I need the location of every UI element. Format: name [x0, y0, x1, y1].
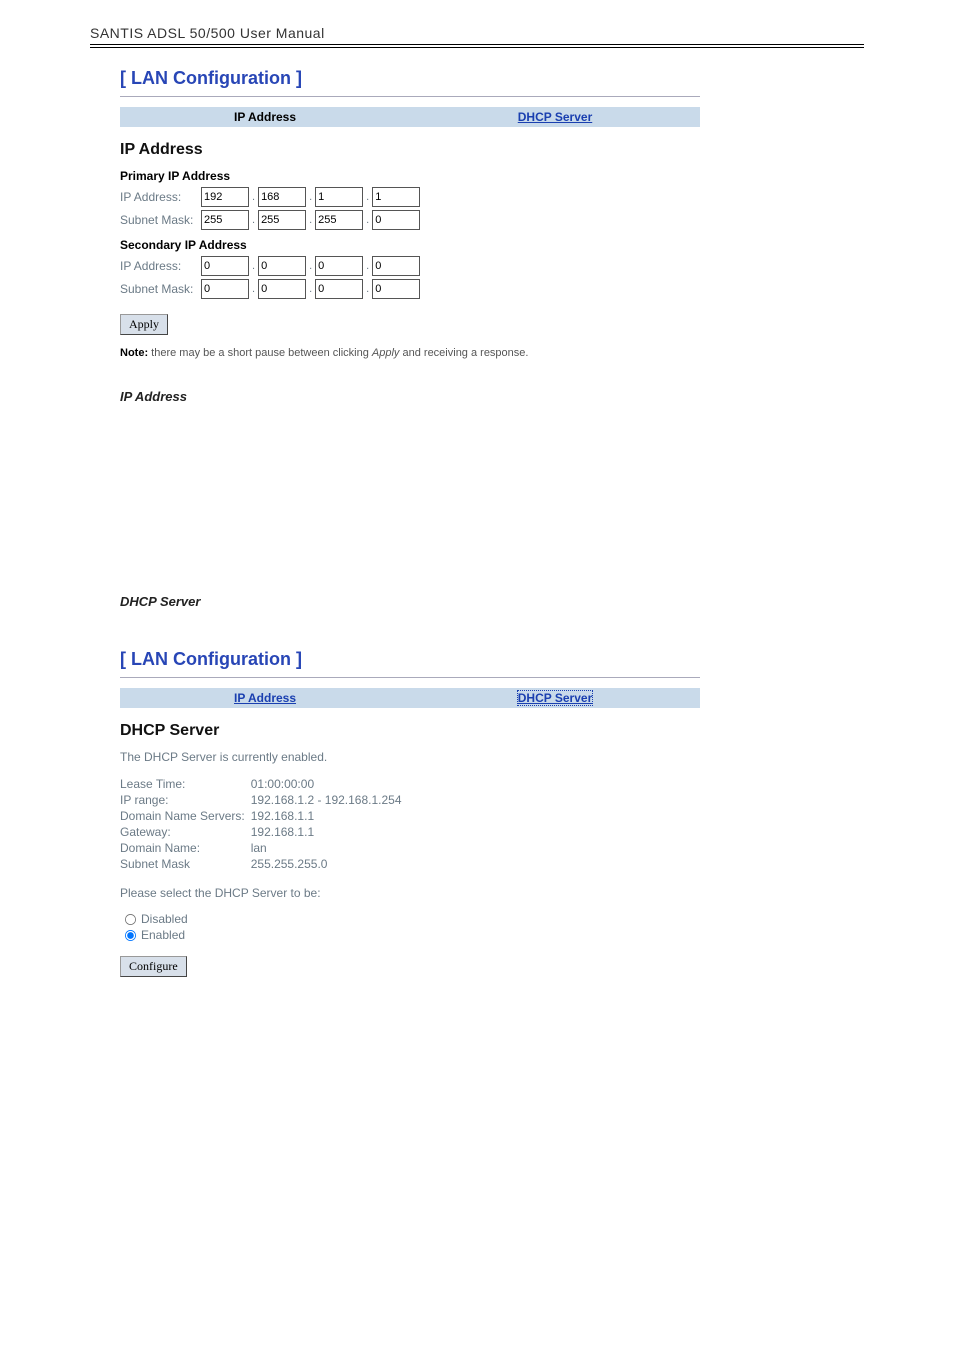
apply-button[interactable]: Apply	[120, 314, 168, 335]
secondary-ip-row: IP Address: . . .	[120, 256, 864, 276]
title-divider	[120, 96, 700, 97]
table-row: Domain Name Servers:192.168.1.1	[120, 808, 408, 824]
lan-config-title: [ LAN Configuration ]	[120, 68, 864, 93]
tab-dhcp-server[interactable]: DHCP Server	[410, 107, 700, 127]
primary-mask-oct1[interactable]	[201, 210, 249, 230]
primary-ip-oct3[interactable]	[315, 187, 363, 207]
configure-button[interactable]: Configure	[120, 956, 187, 977]
secondary-mask-row: Subnet Mask: . . .	[120, 279, 864, 299]
secondary-ip-oct2[interactable]	[258, 256, 306, 276]
label-mask: Subnet Mask:	[120, 213, 200, 227]
primary-ip-oct4[interactable]	[372, 187, 420, 207]
table-row: IP range:192.168.1.2 - 192.168.1.254	[120, 792, 408, 808]
radio-enabled[interactable]	[125, 929, 136, 940]
doc-heading-dhcp: DHCP Server	[120, 594, 864, 609]
dhcp-status: The DHCP Server is currently enabled.	[120, 750, 864, 764]
primary-mask-oct4[interactable]	[372, 210, 420, 230]
kv-val: 192.168.1.1	[251, 808, 408, 824]
tab-row-2: IP Address DHCP Server	[120, 688, 700, 708]
screenshot-dhcp: [ LAN Configuration ] IP Address DHCP Se…	[120, 649, 864, 977]
kv-val: 01:00:00:00	[251, 776, 408, 792]
kv-key: Domain Name:	[120, 840, 251, 856]
kv-key: Subnet Mask	[120, 856, 251, 872]
kv-key: IP range:	[120, 792, 251, 808]
kv-val: 192.168.1.2 - 192.168.1.254	[251, 792, 408, 808]
note-italic: Apply	[372, 347, 400, 359]
doc-heading-ip: IP Address	[120, 389, 864, 404]
section-ip-address: IP Address	[120, 141, 864, 159]
lan-config-title-2: [ LAN Configuration ]	[120, 649, 864, 674]
tab-dhcp-server-2[interactable]: DHCP Server	[410, 688, 700, 708]
select-prompt: Please select the DHCP Server to be:	[120, 886, 864, 900]
label-mask2: Subnet Mask:	[120, 282, 200, 296]
kv-val: 192.168.1.1	[251, 824, 408, 840]
tab-ip-link[interactable]: IP Address	[234, 691, 296, 705]
table-row: Subnet Mask255.255.255.0	[120, 856, 408, 872]
table-row: Gateway:192.168.1.1	[120, 824, 408, 840]
tab-ip-address-2[interactable]: IP Address	[120, 688, 410, 708]
secondary-mask-oct3[interactable]	[315, 279, 363, 299]
label-ip: IP Address:	[120, 190, 200, 204]
secondary-ip-oct4[interactable]	[372, 256, 420, 276]
kv-key: Lease Time:	[120, 776, 251, 792]
primary-mask-row: Subnet Mask: . . .	[120, 210, 864, 230]
table-row: Domain Name:lan	[120, 840, 408, 856]
tab-row: IP Address DHCP Server	[120, 107, 700, 127]
primary-mask-oct2[interactable]	[258, 210, 306, 230]
screenshot-ip-address: [ LAN Configuration ] IP Address DHCP Se…	[120, 68, 864, 359]
secondary-ip-oct3[interactable]	[315, 256, 363, 276]
radio-disabled-row: Disabled	[120, 912, 864, 926]
radio-disabled[interactable]	[125, 913, 136, 924]
secondary-ip-heading: Secondary IP Address	[120, 238, 864, 252]
title-divider-2	[120, 677, 700, 678]
header-divider	[90, 47, 864, 48]
dhcp-info-table: Lease Time:01:00:00:00 IP range:192.168.…	[120, 776, 408, 872]
secondary-ip-oct1[interactable]	[201, 256, 249, 276]
manual-title: SANTIS ADSL 50/500 User Manual	[90, 25, 864, 45]
label-ip2: IP Address:	[120, 259, 200, 273]
secondary-mask-oct2[interactable]	[258, 279, 306, 299]
radio-enabled-row: Enabled	[120, 928, 864, 942]
kv-key: Gateway:	[120, 824, 251, 840]
kv-val: 255.255.255.0	[251, 856, 408, 872]
kv-key: Domain Name Servers:	[120, 808, 251, 824]
primary-mask-oct3[interactable]	[315, 210, 363, 230]
primary-ip-oct2[interactable]	[258, 187, 306, 207]
table-row: Lease Time:01:00:00:00	[120, 776, 408, 792]
radio-disabled-label: Disabled	[141, 912, 188, 926]
tab-ip-address[interactable]: IP Address	[120, 107, 410, 127]
tab-dhcp-link[interactable]: DHCP Server	[517, 690, 593, 706]
radio-enabled-label: Enabled	[141, 928, 185, 942]
primary-ip-oct1[interactable]	[201, 187, 249, 207]
note-text: Note: there may be a short pause between…	[120, 347, 864, 359]
tab-dhcp-server-link[interactable]: DHCP Server	[518, 110, 592, 124]
secondary-mask-oct4[interactable]	[372, 279, 420, 299]
primary-ip-row: IP Address: . . .	[120, 187, 864, 207]
section-dhcp-server: DHCP Server	[120, 722, 864, 740]
primary-ip-heading: Primary IP Address	[120, 169, 864, 183]
kv-val: lan	[251, 840, 408, 856]
secondary-mask-oct1[interactable]	[201, 279, 249, 299]
note-bold: Note:	[120, 347, 148, 359]
